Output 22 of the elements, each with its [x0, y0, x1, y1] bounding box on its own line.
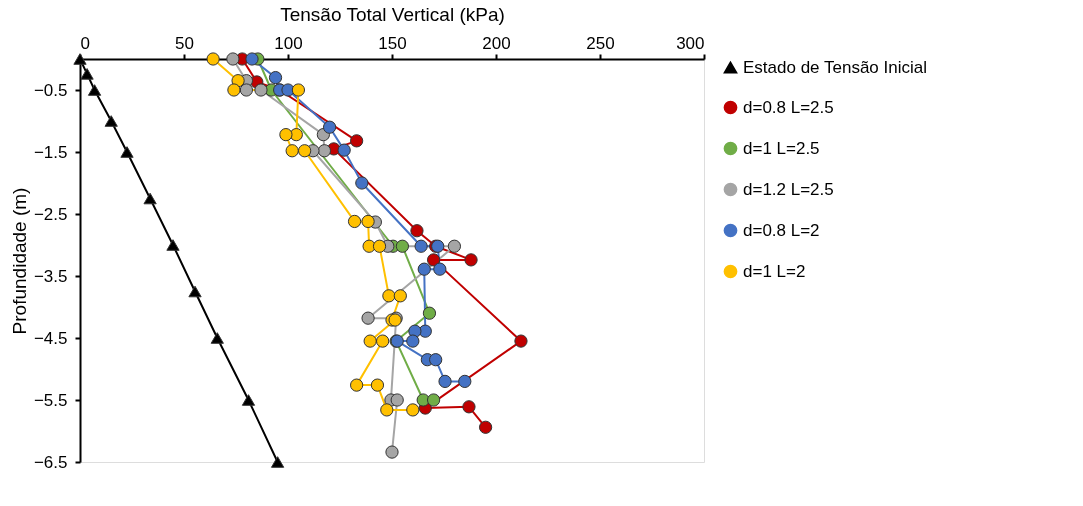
- y-axis-title: Profundidade (m): [8, 187, 30, 335]
- x-axis-title: Tensão Total Vertical (kPa): [280, 3, 505, 25]
- legend-label: Estado de Tensão Inicial: [743, 57, 927, 77]
- x-tick-label: 200: [482, 33, 511, 53]
- x-tick-label: 100: [274, 33, 303, 53]
- x-tick-label: 300: [676, 33, 705, 53]
- y-tick-label: −6.5: [33, 452, 68, 472]
- x-tick-label: 0: [80, 33, 90, 53]
- y-tick-label: −5.5: [33, 390, 68, 410]
- legend-label: d=1.2 L=2.5: [743, 179, 834, 199]
- y-tick-label: −3.5: [33, 266, 68, 286]
- y-tick-label: −4.5: [33, 328, 68, 348]
- y-tick-label: −1.5: [33, 142, 68, 162]
- y-tick-label: −2.5: [33, 204, 68, 224]
- x-tick-label: 50: [175, 33, 194, 53]
- legend-label: d=0.8 L=2: [743, 220, 820, 240]
- legend-label: d=0.8 L=2.5: [743, 97, 834, 117]
- x-tick-label: 150: [378, 33, 407, 53]
- legend-label: d=1 L=2: [743, 261, 806, 281]
- x-tick-label: 250: [586, 33, 615, 53]
- y-tick-label: −0.5: [33, 80, 68, 100]
- legend-label: d=1 L=2.5: [743, 138, 820, 158]
